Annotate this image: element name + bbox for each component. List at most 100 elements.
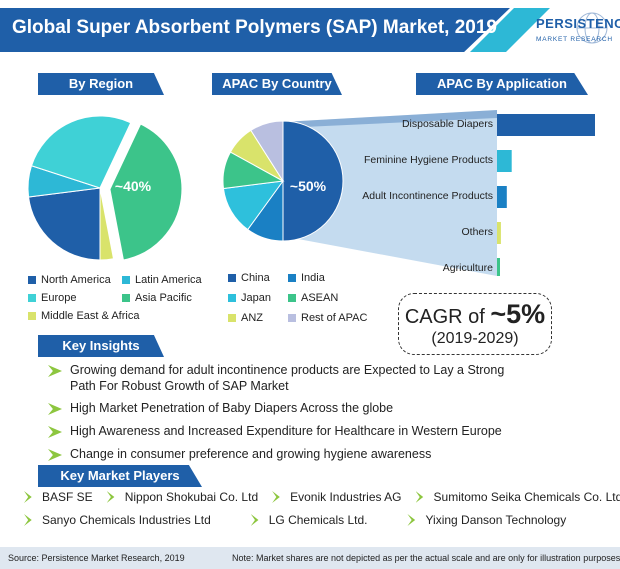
arrow-bullet-icon	[48, 426, 62, 438]
insight-text: Growing demand for adult incontinence pr…	[70, 363, 505, 393]
logo-subtext: MARKET RESEARCH	[536, 36, 613, 43]
insight-item: High Market Penetration of Baby Diapers …	[48, 400, 588, 416]
legend-swatch	[28, 276, 36, 284]
footer-bar	[0, 547, 620, 569]
legend-item: Europe	[28, 292, 76, 304]
cagr-callout: CAGR of ~5% (2019-2029)	[398, 293, 552, 355]
arrow-bullet-icon	[48, 365, 62, 377]
arrow-bullet-icon	[106, 491, 115, 503]
players-row: Sanyo Chemicals Industries Ltd LG Chemica…	[24, 513, 614, 527]
region-pie-chart	[27, 115, 183, 261]
pie-slice-middle-east-africa	[99, 187, 115, 261]
legend-item: Rest of APAC	[288, 312, 367, 324]
legend-item: Latin America	[122, 274, 202, 286]
arrow-bullet-icon	[415, 491, 424, 503]
legend-swatch	[228, 274, 236, 282]
logo	[530, 10, 616, 50]
pie-slice-rest-of-apac	[250, 120, 284, 183]
legend-item: China	[228, 272, 270, 284]
bar-feminine-hygiene-products	[497, 150, 512, 172]
application-bar-chart	[497, 114, 595, 276]
legend-label: Japan	[241, 292, 271, 304]
players-row: BASF SE Nippon Shokubai Co. Ltd Evonik Ind…	[24, 490, 620, 504]
legend-item: Asia Pacific	[122, 292, 192, 304]
legend-label: North America	[41, 274, 111, 286]
logo-text: PERSISTENCE	[536, 16, 620, 31]
legend-label: ASEAN	[301, 292, 339, 304]
arrow-bullet-icon	[24, 514, 32, 526]
country-pie-annotation: ~50%	[290, 178, 327, 194]
legend-item: Middle East & Africa	[28, 310, 139, 322]
player-name: LG Chemicals Ltd.	[268, 513, 368, 527]
insight-item: High Awareness and Increased Expenditure…	[48, 423, 588, 439]
legend-item: ANZ	[228, 312, 263, 324]
legend-label: Latin America	[135, 274, 202, 286]
player-item: LG Chemicals Ltd.	[250, 513, 368, 527]
legend-item: ASEAN	[288, 292, 338, 304]
arrow-bullet-icon	[48, 449, 62, 461]
bar-label: Agriculture	[442, 262, 493, 274]
pie-slice-europe	[30, 115, 132, 189]
source-text: Source: Persistence Market Research, 201…	[8, 553, 185, 563]
player-name: Nippon Shokubai Co. Ltd	[124, 490, 259, 504]
arrow-bullet-icon	[407, 514, 416, 526]
player-item: Sumitomo Seika Chemicals Co. Ltd.	[415, 490, 620, 504]
legend-swatch	[122, 294, 130, 302]
player-name: Yixing Danson Technology	[425, 513, 567, 527]
legend-item: India	[288, 272, 325, 284]
legend-swatch	[288, 274, 296, 282]
key-insights-tab: Key Insights	[38, 335, 164, 357]
player-name: Sumitomo Seika Chemicals Co. Ltd.	[433, 490, 620, 504]
country-pie-chart	[222, 120, 344, 242]
legend-label: Asia Pacific	[135, 292, 192, 304]
legend-label: ANZ	[241, 312, 263, 324]
pie-slice-north-america	[28, 187, 101, 261]
player-item: BASF SE	[24, 490, 93, 504]
arrow-bullet-icon	[272, 491, 280, 503]
charts-area: ~40% ~50%	[27, 110, 595, 276]
arrow-bullet-icon	[48, 403, 62, 415]
bar-disposable-diapers	[497, 114, 595, 136]
bar-agriculture	[497, 258, 500, 276]
legend-item: Japan	[228, 292, 271, 304]
key-market-players-tab: Key Market Players	[38, 465, 202, 487]
player-name: Evonik Industries AG	[290, 490, 402, 504]
zoom-connector-edge	[282, 110, 497, 128]
legend-item: North America	[28, 274, 111, 286]
logo-globe-icon	[576, 12, 608, 44]
title-banner	[0, 8, 510, 52]
legend-label: Europe	[41, 292, 77, 304]
insight-text: High Awareness and Increased Expenditure…	[70, 424, 502, 438]
note-text: Note: Market shares are not depicted as …	[232, 553, 620, 563]
arrow-bullet-icon	[250, 514, 259, 526]
bar-label: Adult Incontinence Products	[362, 190, 493, 202]
cagr-period: (2019-2029)	[431, 330, 519, 347]
cagr-prefix: CAGR of	[404, 306, 491, 328]
apac-by-application-tab: APAC By Application	[416, 73, 588, 95]
legend-swatch	[228, 314, 236, 322]
bar-label: Feminine Hygiene Products	[364, 154, 493, 166]
cagr-value: ~5%	[490, 299, 546, 329]
bar-adult-incontinence-products	[497, 186, 507, 208]
apac-by-country-tab: APAC By Country	[212, 73, 342, 95]
legend-swatch	[288, 314, 296, 322]
bar-label: Disposable Diapers	[401, 118, 493, 130]
insights-list: Growing demand for adult incontinence pr…	[48, 362, 588, 469]
player-item: Yixing Danson Technology	[407, 513, 566, 527]
cagr-line: CAGR of ~5%	[399, 299, 551, 330]
player-item: Nippon Shokubai Co. Ltd	[106, 490, 259, 504]
legend-label: Middle East & Africa	[41, 310, 140, 322]
legend-swatch	[122, 276, 130, 284]
legend-swatch	[28, 294, 36, 302]
bar-others	[497, 222, 501, 244]
bar-label: Others	[461, 226, 493, 238]
player-name: Sanyo Chemicals Industries Ltd	[42, 513, 211, 527]
country-legend: China India Japan ASEAN ANZ Rest of APAC	[228, 272, 398, 332]
legend-label: Rest of APAC	[301, 312, 368, 324]
insight-item: Change in consumer preference and growin…	[48, 446, 588, 462]
insight-text: Change in consumer preference and growin…	[70, 447, 432, 461]
pie-slice-asia-pacific	[109, 123, 183, 261]
arrow-bullet-icon	[24, 491, 32, 503]
legend-label: India	[301, 272, 325, 284]
player-item: Sanyo Chemicals Industries Ltd	[24, 513, 211, 527]
